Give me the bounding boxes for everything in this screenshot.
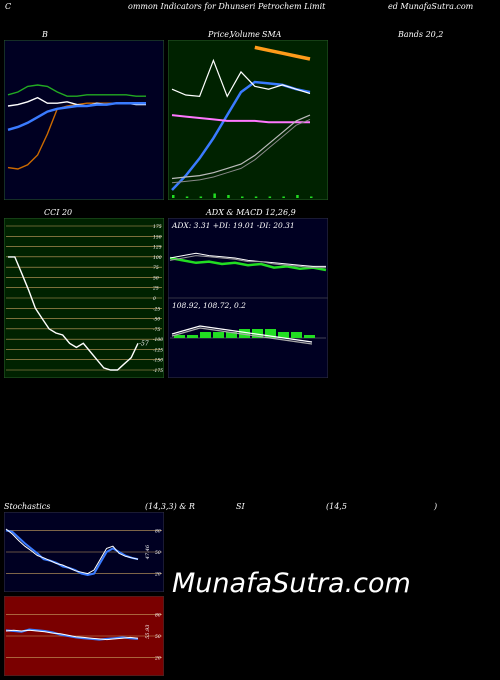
cci-label: CCI 20 <box>44 208 73 217</box>
header-right: ed MunafaSutra.com <box>388 2 474 11</box>
cci-tick-label: -125 <box>153 347 163 353</box>
cci-tick-label: 25 <box>152 286 159 292</box>
cci-tick-label: -150 <box>153 358 163 364</box>
price-label: Price, <box>208 30 232 39</box>
stoch-tick-label: 50 <box>155 550 161 556</box>
macd-histogram-bar <box>226 332 237 338</box>
macd-histogram-bar <box>252 329 263 338</box>
cci-chart: 175 150 125 100 75 50 25 0 -25 -50 -75 -100 -125 -150… <box>4 218 164 378</box>
sma-label: SMA <box>262 30 282 39</box>
rsi-tick-label: 80 <box>155 612 161 618</box>
header-left: C <box>5 2 12 11</box>
volume-bar <box>213 193 216 198</box>
cci-tick-label: 75 <box>153 265 159 271</box>
volume-label: Volume <box>230 30 260 39</box>
volume-bar <box>282 196 285 198</box>
volume-bar <box>227 195 230 198</box>
cci-tick-label: 100 <box>153 255 162 261</box>
price-series-4 <box>171 114 311 180</box>
rsi-series-1 <box>5 629 139 641</box>
macd-histogram-bar <box>265 329 276 338</box>
price-series-4b <box>171 118 311 184</box>
adx-macd-label: ADX & MACD 12,26,9 <box>206 208 296 217</box>
macd-histogram-bar <box>239 329 250 338</box>
volume-bar <box>241 196 244 198</box>
macd-histogram-bar <box>187 335 198 338</box>
stoch-tick-label: 80 <box>155 528 161 534</box>
rsi-chart: 80 50 20 55.93 <box>4 596 164 676</box>
macd-histogram-bar <box>200 332 211 338</box>
adx-chart: ADX: 3.31 +DI: 19.01 -DI: 20.31 <box>168 218 328 298</box>
cci-line <box>8 256 139 371</box>
adx-series-2 <box>169 255 326 269</box>
macd-series-0 <box>171 325 313 343</box>
macd-series-1 <box>171 327 313 345</box>
rsi-last-label: 55.93 <box>145 625 151 639</box>
stoch-series-1 <box>5 528 139 575</box>
cci-tick-label: -75 <box>153 327 160 333</box>
adx-values: ADX: 3.31 +DI: 19.01 -DI: 20.31 <box>171 221 295 230</box>
macd-chart: 108.92, 108.72, 0.2 <box>168 298 328 378</box>
adx-series-1 <box>169 252 326 267</box>
bollinger-label: B <box>42 30 48 39</box>
stoch-last-label: 47.46 <box>145 544 151 560</box>
price-series-2 <box>171 58 311 98</box>
cci-tick-label: -100 <box>153 337 163 343</box>
cci-tick-label: 175 <box>153 224 162 230</box>
bollinger-chart <box>4 40 164 200</box>
macd-histogram-bar <box>278 332 289 338</box>
cci-tick-label: 150 <box>153 234 162 240</box>
rsi-tick-label: 50 <box>155 634 161 640</box>
macd-histogram-bar <box>291 332 302 338</box>
stoch-tick-label: 20 <box>154 572 161 578</box>
price-sma-chart <box>168 40 328 200</box>
cci-tick-label: -175 <box>153 368 163 374</box>
volume-bar <box>268 196 272 198</box>
price-series-3 <box>171 114 310 124</box>
price-series-0 <box>254 45 311 61</box>
stochastics-chart: 80 50 20 47.46 <box>4 512 164 592</box>
macd-values: 108.92, 108.72, 0.2 <box>172 301 246 310</box>
header-title: ommon Indicators for Dhunseri Petrochem … <box>128 2 326 11</box>
rsi-tick-label: 20 <box>154 656 161 662</box>
volume-bar <box>199 196 203 198</box>
volume-bar <box>254 196 258 198</box>
macd-histogram-bar <box>304 335 315 338</box>
cci-tick-label: 0 <box>153 296 156 302</box>
bands-label: Bands 20,2 <box>398 30 444 39</box>
rsi-label: SI <box>236 502 245 511</box>
bollinger-series-0 <box>7 84 146 97</box>
macd-histogram-bar <box>174 335 185 338</box>
cci-tick-label: 50 <box>153 275 159 281</box>
volume-bar <box>172 195 175 198</box>
volume-bar <box>296 195 299 198</box>
cci-tick-label: 125 <box>153 245 162 251</box>
bollinger-series-3 <box>7 101 146 132</box>
stoch-label: Stochastics <box>4 502 51 511</box>
cci-tick-label: -50 <box>153 317 160 323</box>
stoch-params: (14,3,3) & R <box>145 502 195 511</box>
volume-bar <box>185 196 189 198</box>
rsi-close: ) <box>434 502 438 511</box>
volume-bar <box>310 196 313 198</box>
cci-last-label: -57 <box>139 340 149 347</box>
rsi-params: (14,5 <box>326 502 347 511</box>
cci-tick-label: -25 <box>153 306 160 312</box>
macd-histogram-bar <box>213 332 224 338</box>
adx-series-0 <box>169 256 327 272</box>
watermark: MunafaSutra.com <box>172 568 411 599</box>
